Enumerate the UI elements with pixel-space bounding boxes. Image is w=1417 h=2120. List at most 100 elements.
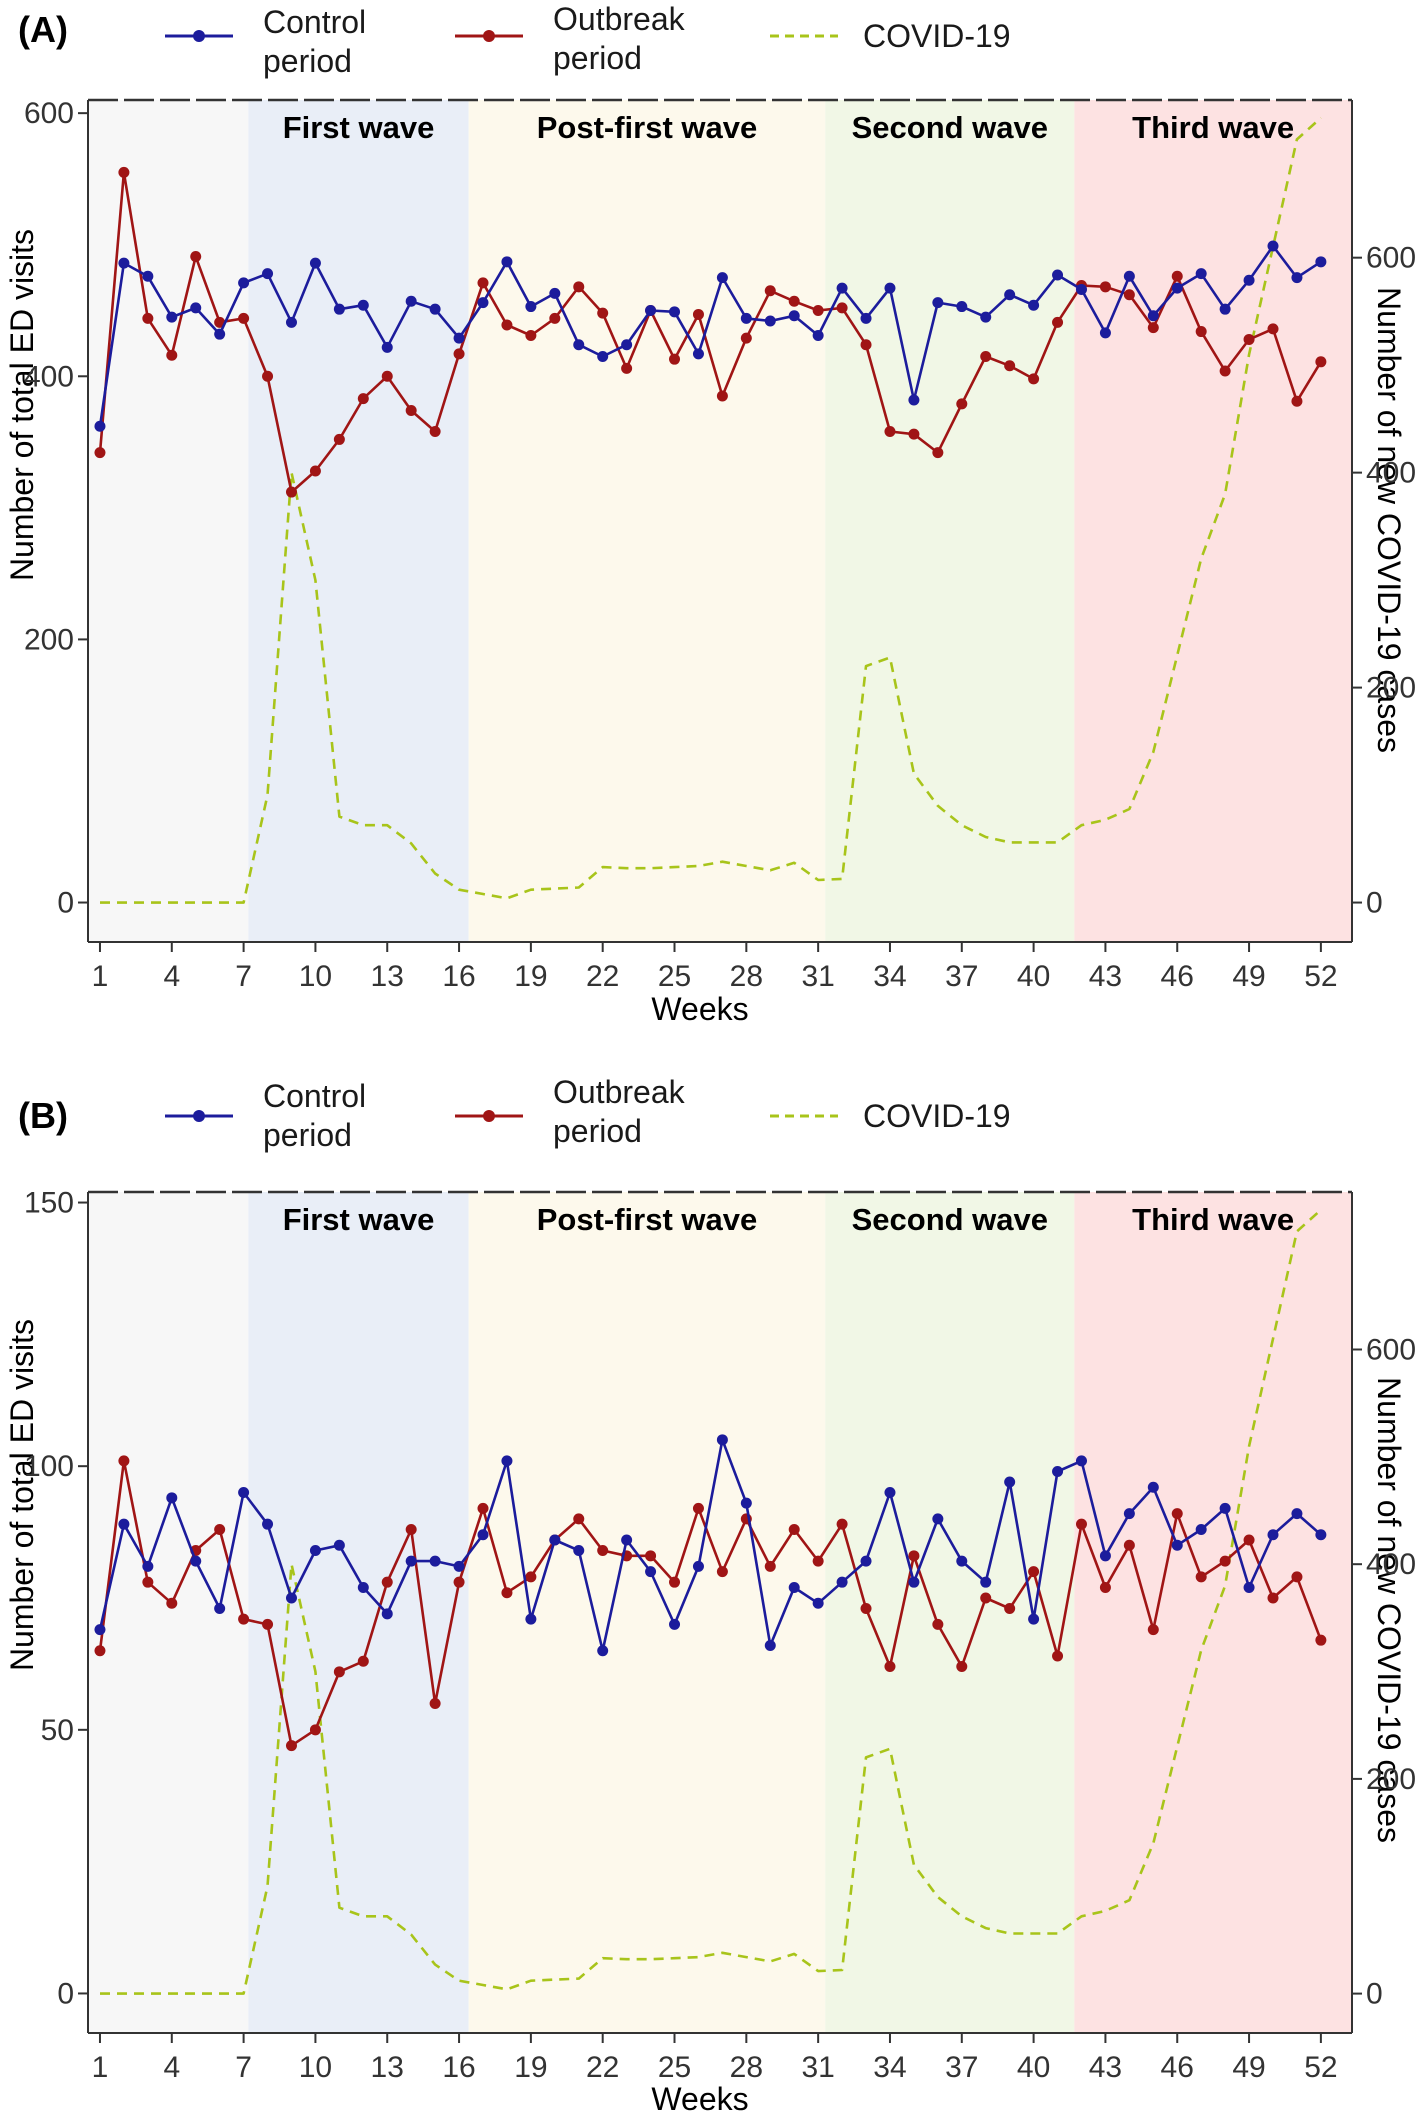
panel-b-control-point: [166, 1492, 178, 1504]
legend-b-outbreak-label-line1: Outbreak: [553, 1074, 686, 1110]
panel-a-control-point: [884, 282, 896, 294]
panel-a-control-point: [1075, 283, 1087, 295]
panel-b-control-point: [333, 1539, 345, 1551]
panel-a-outbreak-point: [309, 465, 321, 477]
legend-outbreak-label-line2: period: [553, 40, 642, 76]
panel-a-period-band-4: [1074, 100, 1352, 942]
legend-control-label-line2: period: [263, 43, 352, 79]
panel-b-period-band-4: [1074, 1192, 1352, 2033]
panel-b-outbreak-point: [1219, 1555, 1231, 1567]
panel-b-control-point: [1052, 1465, 1064, 1477]
panel-b-outbreak-point: [333, 1666, 345, 1678]
panel-a-control-point: [1195, 268, 1207, 280]
panel-b-outbreak-point: [381, 1576, 393, 1588]
panel-a-period-band-2: [468, 100, 826, 942]
panel-a-control-point: [262, 268, 274, 280]
panel-b-outbreak-point: [166, 1597, 178, 1609]
panel-a-control-point: [1004, 289, 1016, 301]
panel-b-outbreak-point: [1123, 1539, 1135, 1551]
panel-a-control-point: [1171, 282, 1183, 294]
panel-a-outbreak-point: [285, 486, 297, 498]
panel-a-outbreak-point: [525, 329, 537, 341]
panel-a-outbreak-point: [1028, 373, 1040, 385]
panel-b-control-point: [621, 1534, 633, 1546]
panel-b-period-band-0: [88, 1192, 249, 2033]
panel-a-outbreak-point: [669, 353, 681, 365]
panel-a-x-tick-label: 49: [1232, 960, 1265, 993]
panel-b-control-point: [142, 1560, 154, 1572]
panel-a-outbreak-point: [621, 362, 633, 374]
panel-b-outbreak-point: [1171, 1508, 1183, 1520]
panel-b-outbreak-point: [908, 1550, 920, 1562]
panel-a-control-point: [788, 310, 800, 322]
panel-a-outbreak-point: [166, 349, 178, 361]
panel-b-x-tick-label: 22: [586, 2051, 619, 2084]
panel-a-outbreak-point: [381, 370, 393, 382]
panel-b-x-tick-label: 43: [1089, 2051, 1122, 2084]
panel-a-covid-line: [100, 116, 1322, 904]
panel-a-control-point: [525, 301, 537, 313]
panel-b-control-point: [692, 1560, 704, 1572]
panel-a-control-point: [669, 306, 681, 318]
panel-b-control-point: [812, 1597, 824, 1609]
panel-a-outbreak-point: [932, 447, 944, 459]
panel-a-control-point: [812, 329, 824, 341]
panel-b-y-tick-label: 0: [57, 1977, 74, 2010]
panel-a-control-point: [405, 295, 417, 307]
panel-b-outbreak-point: [94, 1645, 106, 1657]
panel-b-outbreak-point: [788, 1523, 800, 1535]
panel-b-control-point: [357, 1581, 369, 1593]
panel-b-control-point: [285, 1592, 297, 1604]
panel-a-y2-tick-label: 4000: [1366, 457, 1417, 490]
panel-a-x-tick-label: 34: [873, 960, 906, 993]
panel-b-x-tick-label: 10: [299, 2051, 332, 2084]
panel-a-outbreak-point: [94, 447, 106, 459]
legend-b-control-marker: [193, 1110, 205, 1122]
panel-b-outbreak-point: [1267, 1592, 1279, 1604]
panel-b-control-point: [525, 1613, 537, 1625]
panel-b-wave-label-4: Third wave: [1132, 1202, 1294, 1237]
panel-b-x-tick-label: 16: [442, 2051, 475, 2084]
panel-b-outbreak-point: [669, 1576, 681, 1588]
panel-b-y2-axis-title: Number of new COVID-19 cases: [1371, 1377, 1407, 1843]
panel-a-control-point: [429, 303, 441, 315]
panel-a-control-point: [1315, 256, 1327, 268]
panel-b-control-point: [860, 1555, 872, 1567]
panel-b-control-point: [381, 1608, 393, 1620]
panel-b-control-point: [1291, 1508, 1303, 1520]
panel-a-control-point: [1219, 303, 1231, 315]
panel-a-control-point: [836, 282, 848, 294]
panel-a-control-point: [908, 394, 920, 406]
panel-a-outbreak-point: [429, 426, 441, 438]
panel-a-y2-axis-title: Number of new COVID-19 cases: [1371, 287, 1407, 753]
panel-b-x-tick-label: 25: [658, 2051, 691, 2084]
panel-b-control-point: [118, 1518, 130, 1530]
panel-b-outbreak-point: [1195, 1571, 1207, 1583]
panel-b-outbreak-point: [980, 1592, 992, 1604]
panel-a-x-tick-label: 52: [1304, 960, 1337, 993]
panel-a-control-point: [645, 305, 657, 316]
panel-b-outbreak-point: [453, 1576, 465, 1588]
panel-a-control-point: [1267, 240, 1279, 252]
panel-b-control-point: [980, 1576, 992, 1588]
panel-b-x-tick-label: 7: [235, 2051, 252, 2084]
panel-b-outbreak-point: [501, 1587, 513, 1599]
panel-b-control-point: [309, 1545, 321, 1557]
panel-b-outbreak-point: [597, 1545, 609, 1557]
panel-b-control-point: [1243, 1581, 1255, 1593]
panel-b-control-point: [429, 1555, 441, 1567]
panel-a-y2-tick-label: 2000: [1366, 672, 1417, 705]
panel-a-outbreak-point: [190, 251, 202, 263]
panel-b-y-tick-label: 50: [41, 1714, 74, 1747]
legend-outbreak-marker: [483, 30, 495, 42]
panel-a-outbreak-point: [262, 370, 274, 382]
panel-a-outbreak-point: [980, 351, 992, 363]
panel-b-outbreak-point: [525, 1571, 537, 1583]
panel-b-control-point: [597, 1645, 609, 1657]
panel-b-control-point: [190, 1555, 202, 1567]
panel-b-outbreak-point: [1004, 1603, 1016, 1615]
panel-a-control-point: [357, 299, 369, 311]
panel-b-period-band-1: [248, 1192, 469, 2033]
